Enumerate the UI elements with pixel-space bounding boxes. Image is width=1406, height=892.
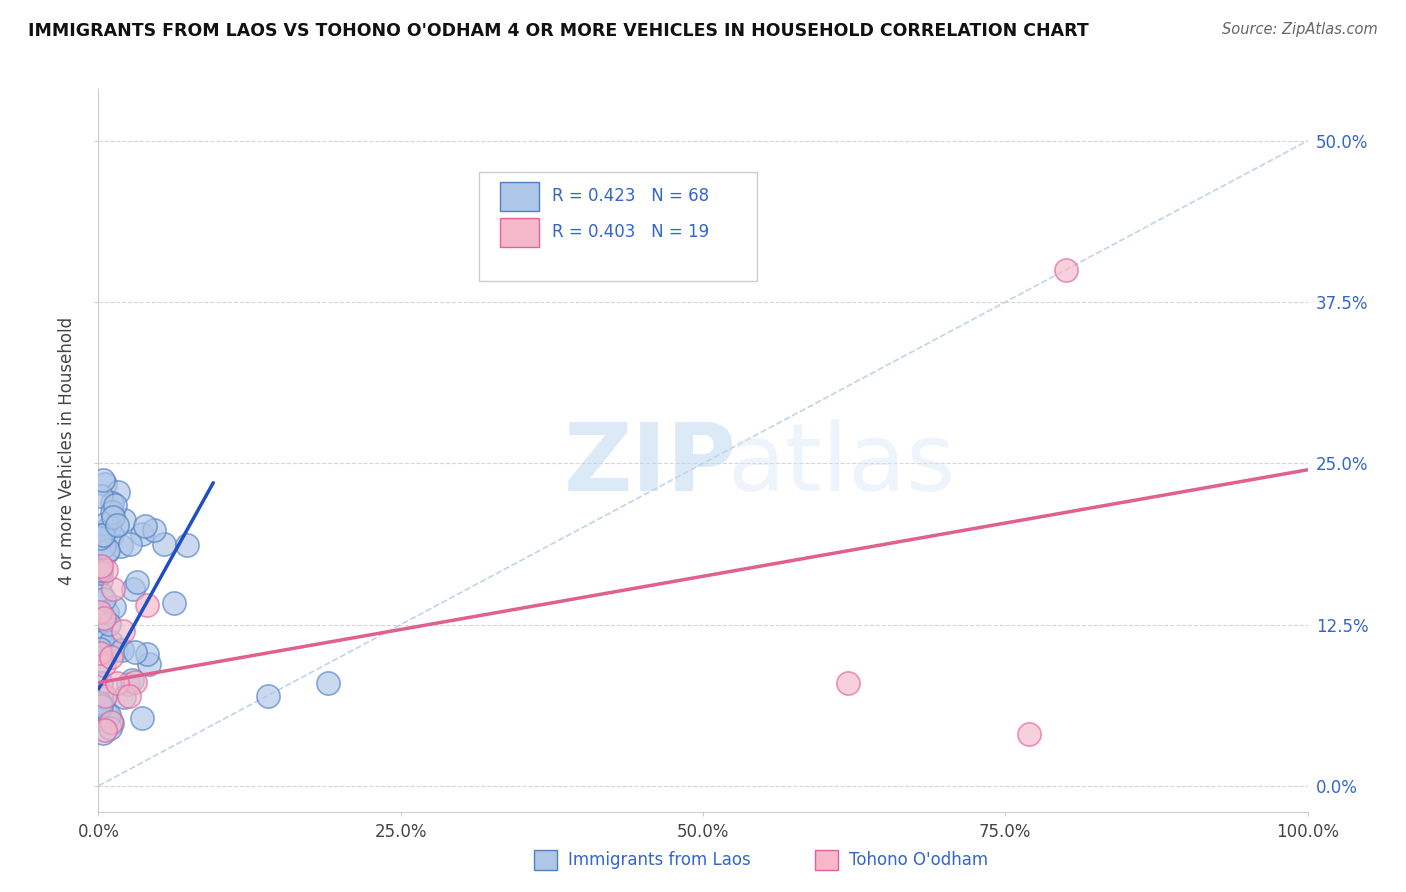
Point: [89, 641, 111, 656]
Point: [138, 657, 160, 672]
Point: [1018, 727, 1040, 741]
Point: [93, 658, 115, 673]
Point: [105, 643, 128, 657]
Point: [89, 627, 111, 641]
Text: ZIP: ZIP: [564, 419, 737, 511]
Text: R = 0.423   N = 68: R = 0.423 N = 68: [551, 187, 709, 205]
Point: [153, 537, 176, 551]
Point: [100, 649, 122, 664]
Point: [90, 566, 112, 581]
Point: [101, 582, 124, 596]
Text: Source: ZipAtlas.com: Source: ZipAtlas.com: [1222, 22, 1378, 37]
Bar: [501, 218, 538, 247]
Point: [256, 689, 278, 703]
Point: [112, 690, 135, 705]
Point: [93, 726, 115, 740]
Point: [94, 689, 117, 703]
Point: [176, 538, 198, 552]
Point: [100, 715, 122, 730]
Point: [105, 675, 128, 690]
Point: [93, 611, 115, 625]
Point: [89, 698, 111, 712]
Point: [101, 510, 124, 524]
Point: [90, 559, 112, 574]
Point: [90, 490, 112, 504]
Point: [127, 575, 149, 590]
Point: [100, 715, 122, 730]
Point: [94, 563, 117, 577]
Point: [110, 539, 132, 553]
Point: [96, 708, 118, 723]
Point: [89, 705, 111, 719]
Point: [89, 531, 111, 545]
Point: [89, 646, 111, 660]
Text: R = 0.403   N = 19: R = 0.403 N = 19: [551, 223, 709, 241]
Point: [89, 697, 111, 711]
Point: [111, 624, 134, 639]
Point: [94, 516, 117, 531]
Point: [118, 537, 141, 551]
Point: [94, 477, 117, 491]
Point: [101, 528, 124, 542]
Point: [135, 599, 157, 613]
Point: [94, 723, 117, 737]
Point: [124, 675, 146, 690]
Point: [163, 596, 186, 610]
Point: [122, 582, 145, 597]
Point: [90, 655, 112, 669]
Point: [103, 599, 125, 614]
Point: [142, 523, 165, 537]
Point: [93, 473, 115, 487]
Point: [97, 543, 120, 558]
Point: [93, 592, 115, 607]
Point: [100, 496, 122, 510]
Text: Tohono O'odham: Tohono O'odham: [849, 851, 988, 869]
Point: [111, 643, 134, 657]
Point: [134, 518, 156, 533]
Point: [837, 675, 859, 690]
Point: [316, 675, 339, 690]
Text: atlas: atlas: [727, 419, 956, 511]
Point: [117, 677, 139, 691]
Point: [96, 606, 118, 620]
Y-axis label: 4 or more Vehicles in Household: 4 or more Vehicles in Household: [58, 317, 76, 584]
Point: [98, 617, 121, 632]
Point: [100, 635, 122, 649]
Point: [91, 528, 114, 542]
Point: [90, 635, 112, 649]
Point: [98, 520, 121, 534]
Point: [90, 587, 112, 601]
Point: [101, 505, 124, 519]
Point: [89, 605, 111, 619]
FancyBboxPatch shape: [479, 172, 758, 281]
Point: [96, 545, 118, 559]
Point: [131, 527, 153, 541]
Point: [90, 528, 112, 542]
Point: [98, 721, 121, 735]
Point: [107, 484, 129, 499]
Bar: [501, 182, 538, 211]
Point: [1054, 263, 1077, 277]
Point: [90, 573, 112, 587]
Point: [136, 647, 159, 661]
Text: Immigrants from Laos: Immigrants from Laos: [568, 851, 751, 869]
Text: IMMIGRANTS FROM LAOS VS TOHONO O'ODHAM 4 OR MORE VEHICLES IN HOUSEHOLD CORRELATI: IMMIGRANTS FROM LAOS VS TOHONO O'ODHAM 4…: [28, 22, 1088, 40]
Point: [93, 539, 115, 553]
Point: [112, 513, 135, 527]
Point: [97, 708, 120, 723]
Point: [118, 689, 141, 703]
Point: [124, 645, 146, 659]
Point: [90, 699, 112, 714]
Point: [105, 517, 128, 532]
Point: [131, 711, 153, 725]
Point: [89, 563, 111, 577]
Point: [104, 499, 127, 513]
Point: [121, 673, 143, 688]
Point: [93, 690, 115, 705]
Point: [90, 676, 112, 690]
